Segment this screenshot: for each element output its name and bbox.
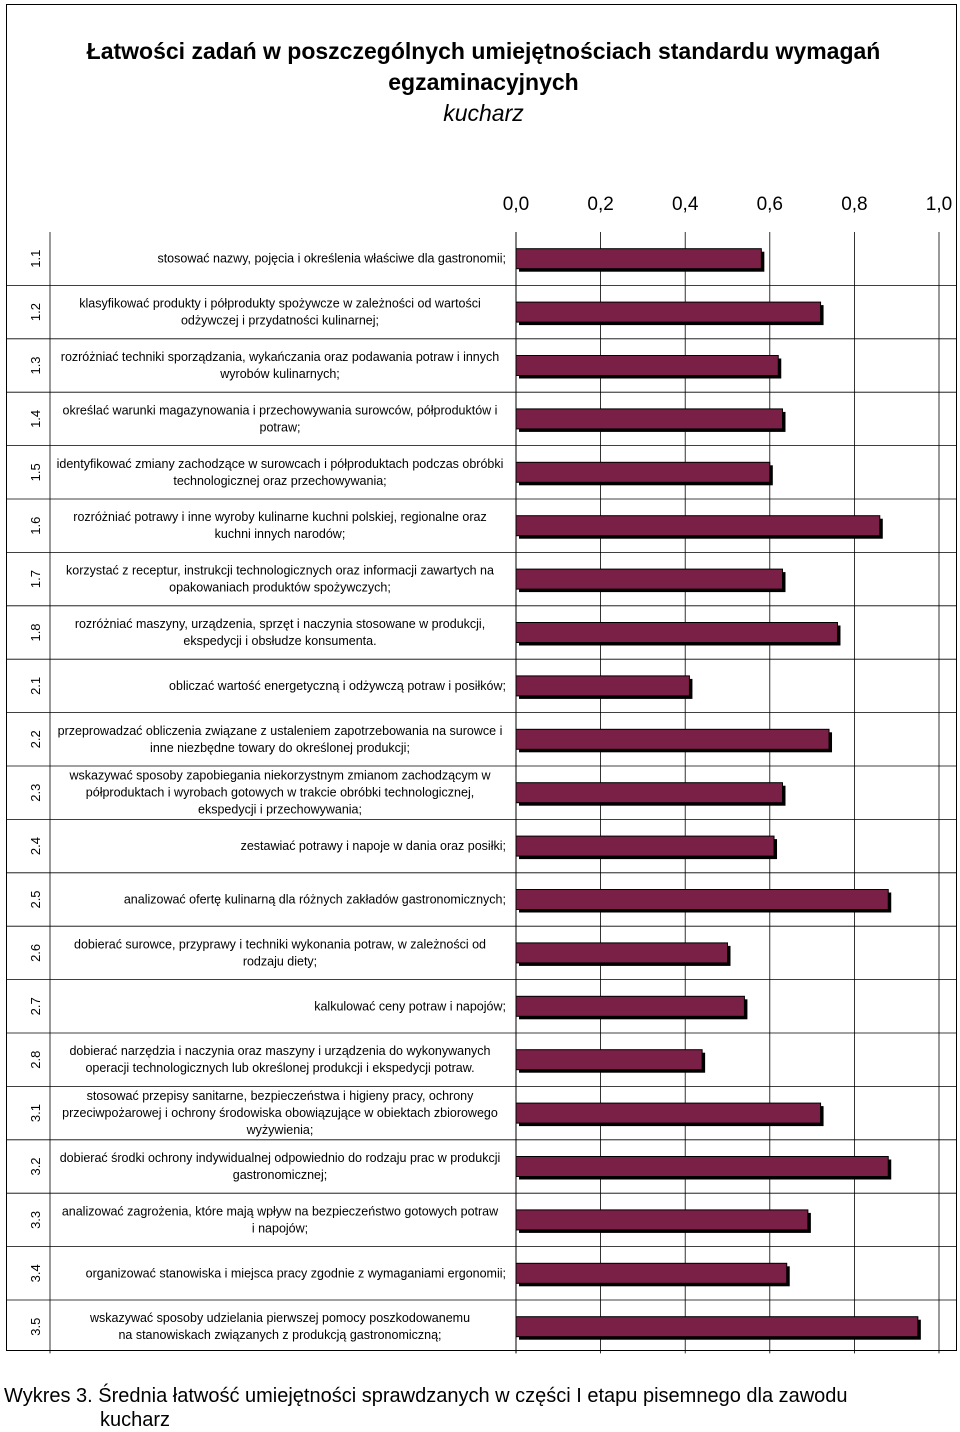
category-label: wyrobów kulinarnych; — [219, 367, 340, 381]
category-label: wskazywać sposoby zapobiegania niekorzys… — [68, 769, 491, 783]
row-code-label: 1.8 — [28, 623, 43, 641]
category-label: analizować ofertę kulinarną dla różnych … — [124, 893, 506, 907]
bar — [515, 1209, 809, 1231]
row-code-label: 3.2 — [28, 1157, 43, 1175]
x-tick-label: 0,2 — [587, 194, 613, 215]
row-code-label: 1.4 — [28, 410, 43, 428]
category-label: określać warunki magazynowania i przecho… — [63, 403, 498, 417]
category-label: identyfikować zmiany zachodzące w surowc… — [57, 457, 504, 471]
bar — [515, 1262, 788, 1284]
row-code-label: 2.8 — [28, 1051, 43, 1069]
bar — [515, 1316, 919, 1338]
row-code-label: 1.6 — [28, 517, 43, 535]
bar — [515, 355, 779, 376]
bar — [515, 1102, 822, 1124]
category-label: zestawiać potrawy i napoje w dania oraz … — [241, 839, 506, 853]
chart-title: Łatwości zadań w poszczególnych umiejętn… — [86, 38, 881, 95]
category-label: dobierać środki ochrony indywidualnej od… — [60, 1151, 501, 1165]
category-label: rozróżniać potrawy i inne wyroby kulinar… — [73, 510, 486, 524]
bar — [515, 1049, 703, 1071]
row-code-label: 1.5 — [28, 463, 43, 481]
category-label: obliczać wartość energetyczną i odżywczą… — [169, 679, 506, 693]
row-code-label: 3.5 — [28, 1318, 43, 1336]
row-code-label: 2.1 — [28, 677, 43, 695]
category-label: operacji technologicznych lub określonej… — [85, 1061, 474, 1075]
category-label: wskazywać sposoby udzielania pierwszej p… — [89, 1311, 470, 1325]
category-label: dobierać narzędzia i naczynia oraz maszy… — [69, 1044, 490, 1058]
figure-caption: Wykres 3. Średnia łatwość umiejętności s… — [4, 1384, 944, 1432]
bar — [515, 728, 830, 750]
category-label: półproduktach i wyrobach gotowych w trak… — [86, 786, 474, 800]
caption-line-2: kucharz — [100, 1409, 171, 1431]
category-label: potraw; — [260, 420, 301, 434]
bar — [515, 675, 690, 697]
bar-chart: 0,0 0,2 0,4 0,6 0,8 1,0 1.1 stosować nazwy, poj… — [7, 194, 957, 1354]
row-code-label: 3.3 — [28, 1211, 43, 1229]
bar — [515, 835, 775, 857]
row-code-label: 1.7 — [28, 570, 43, 588]
category-label: przeprowadzać obliczenia związane z usta… — [58, 724, 503, 738]
row-code-label: 2.4 — [28, 837, 43, 855]
bar — [515, 942, 728, 964]
category-label: rozróżniać maszyny, urządzenia, sprzęt i… — [75, 617, 485, 631]
category-label: ekspedycji i przechowywania; — [198, 803, 362, 817]
category-label: i napojów; — [252, 1221, 308, 1235]
row-code-label: 1.1 — [28, 250, 43, 268]
category-label: przeciwpożarowej i ochrony środowiska ob… — [62, 1106, 498, 1120]
category-label: na stanowiskach związanych z produkcją g… — [118, 1328, 441, 1342]
bar — [515, 995, 745, 1017]
x-tick-label: 0,8 — [841, 194, 867, 215]
category-label: kalkulować ceny potraw i napojów; — [314, 999, 506, 1013]
category-label: stosować nazwy, pojęcia i określenia wła… — [157, 252, 506, 266]
category-label: opakowaniach produktów spożywczych; — [169, 581, 391, 595]
category-label: inne niezbędne towary do określonej prod… — [150, 741, 410, 755]
category-label: kuchni innych narodów; — [215, 527, 346, 541]
category-label: rozróżniać techniki sporządzania, wykańc… — [61, 350, 499, 364]
category-label: rodzaju diety; — [243, 954, 317, 968]
bar — [515, 408, 783, 430]
bar — [515, 568, 783, 590]
bar — [515, 782, 783, 804]
x-tick-label: 0,6 — [757, 194, 783, 215]
bar — [515, 461, 771, 483]
bar — [515, 889, 889, 910]
bar — [515, 1156, 889, 1177]
category-label: klasyfikować produkty i półprodukty spoż… — [79, 297, 481, 311]
row-code-label: 2.6 — [28, 944, 43, 962]
category-label: analizować zagrożenia, które mają wpływ … — [62, 1204, 499, 1218]
category-label: technologicznej oraz przechowywania; — [173, 474, 386, 488]
row-code-label: 3.4 — [28, 1264, 43, 1282]
row-code-label: 1.3 — [28, 356, 43, 374]
row-code-label: 2.5 — [28, 890, 43, 908]
row-code-label: 3.1 — [28, 1104, 43, 1122]
category-label: odżywczej i przydatności kulinarnej; — [181, 314, 379, 328]
category-label: dobierać surowce, przyprawy i techniki w… — [74, 937, 486, 951]
chart-frame — [6, 4, 957, 1351]
row-code-label: 2.2 — [28, 730, 43, 748]
bar — [515, 622, 838, 643]
category-label: organizować stanowiska i miejsca pracy z… — [86, 1266, 506, 1280]
chart-subtitle: kucharz — [443, 100, 524, 126]
category-label: stosować przepisy sanitarne, bezpieczeńs… — [87, 1089, 475, 1103]
bar — [515, 301, 822, 323]
category-label: korzystać z receptur, instrukcji technol… — [66, 564, 494, 578]
x-tick-label: 0,4 — [672, 194, 699, 215]
bar — [515, 515, 881, 537]
category-label: ekspedycji i obsłudze konsumenta. — [183, 634, 376, 648]
row-code-label: 2.3 — [28, 784, 43, 802]
x-tick-label: 1,0 — [926, 194, 952, 215]
caption-line-1: Wykres 3. Średnia łatwość umiejętności s… — [4, 1385, 848, 1407]
row-code-label: 2.7 — [28, 997, 43, 1015]
category-label: gastronomicznej; — [233, 1168, 328, 1182]
x-tick-label: 0,0 — [503, 194, 529, 215]
category-label: wyżywienia; — [246, 1123, 314, 1137]
row-code-label: 1.2 — [28, 303, 43, 321]
bar — [515, 248, 762, 270]
